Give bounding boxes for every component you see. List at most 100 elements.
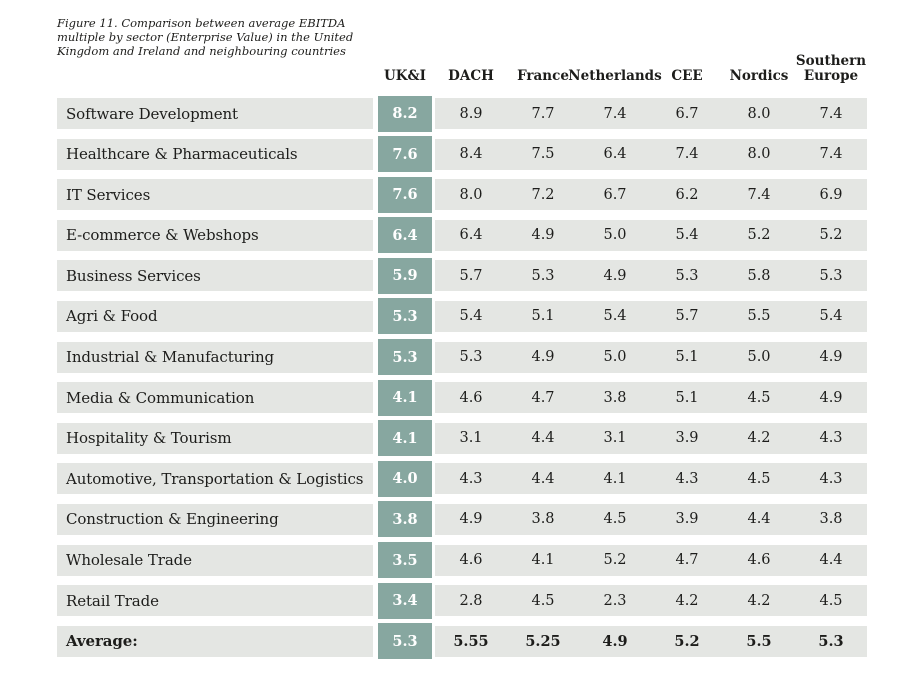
table-row: Agri & Food 5.3 5.4 5.1 5.4 5.7 5.5 5.4: [57, 298, 869, 335]
sector-label: Agri & Food: [57, 300, 373, 332]
value-cell: 4.4: [507, 422, 579, 454]
table-row: Software Development 8.2 8.9 7.7 7.4 6.7 8.0 7.…: [57, 95, 869, 132]
uki-highlight-value: 4.0: [378, 460, 432, 497]
column-header-netherlands: Netherlands: [568, 67, 662, 84]
value-cell: 7.4: [795, 98, 867, 129]
value-cell: 7.7: [507, 98, 579, 129]
value-cell: 7.4: [795, 138, 867, 170]
value-cell: 5.5: [723, 300, 795, 332]
sector-label: Software Development: [57, 98, 373, 129]
table-row: Healthcare & Pharmaceuticals 7.6 8.4 7.5 6.4…: [57, 136, 869, 173]
value-cell: 5.5: [723, 625, 795, 657]
sector-label: Hospitality & Tourism: [57, 422, 373, 454]
value-cell: 4.5: [723, 382, 795, 414]
value-cell: 5.0: [579, 341, 651, 373]
value-cell: 8.0: [723, 98, 795, 129]
uki-highlight-value: 5.3: [378, 298, 432, 335]
value-cell: 5.7: [435, 260, 507, 292]
sector-label: Wholesale Trade: [57, 544, 373, 576]
uki-highlight-value: 5.3: [378, 623, 432, 660]
value-cell: 4.2: [723, 585, 795, 617]
value-cell: 4.2: [723, 422, 795, 454]
value-cell: 5.2: [795, 219, 867, 251]
value-cell: 3.8: [507, 503, 579, 535]
sector-label: Construction & Engineering: [57, 503, 373, 535]
value-cell: 3.1: [579, 422, 651, 454]
value-cell: 6.4: [579, 138, 651, 170]
value-cell: 5.4: [795, 300, 867, 332]
value-cell: 5.3: [795, 260, 867, 292]
column-header-cee: CEE: [671, 67, 703, 84]
value-cell: 4.2: [651, 585, 723, 617]
table-row: Industrial & Manufacturing 5.3 5.3 4.9 5.0 5.…: [57, 339, 869, 376]
table-row: Construction & Engineering 3.8 4.9 3.8 4.5 3.…: [57, 501, 869, 538]
value-cell: 6.7: [651, 98, 723, 129]
value-cell: 5.25: [507, 625, 579, 657]
value-cell: 4.9: [795, 341, 867, 373]
table-header-row: UK&I DACH France Netherlands CEE Nordics South…: [0, 40, 917, 88]
value-cell: 4.7: [507, 382, 579, 414]
value-cell: 5.2: [651, 625, 723, 657]
value-cell: 4.9: [435, 503, 507, 535]
value-cell: 3.9: [651, 422, 723, 454]
value-cell: 5.2: [579, 544, 651, 576]
value-cell: 4.9: [795, 382, 867, 414]
uki-highlight-value: 4.1: [378, 420, 432, 457]
uki-highlight-value: 4.1: [378, 379, 432, 416]
value-cell: 2.3: [579, 585, 651, 617]
uki-highlight-value: 5.3: [378, 339, 432, 376]
value-cell: 5.55: [435, 625, 507, 657]
value-cell: 4.3: [795, 422, 867, 454]
value-cell: 3.8: [795, 503, 867, 535]
value-cell: 6.4: [435, 219, 507, 251]
value-cell: 4.9: [507, 219, 579, 251]
value-cell: 5.1: [507, 300, 579, 332]
value-cell: 4.5: [795, 585, 867, 617]
sector-label: E-commerce & Webshops: [57, 219, 373, 251]
value-cell: 5.2: [723, 219, 795, 251]
value-cell: 4.1: [579, 463, 651, 495]
value-cell: 5.3: [435, 341, 507, 373]
table-row: Wholesale Trade 3.5 4.6 4.1 5.2 4.7 4.6 4.4: [57, 542, 869, 579]
value-cell: 6.2: [651, 179, 723, 211]
column-header-france: France: [517, 67, 569, 84]
uki-highlight-value: 3.4: [378, 582, 432, 619]
uki-highlight-value: 6.4: [378, 217, 432, 254]
sector-label: Healthcare & Pharmaceuticals: [57, 138, 373, 170]
table-body: Software Development 8.2 8.9 7.7 7.4 6.7 8.0 7.…: [57, 95, 869, 666]
value-cell: 4.6: [435, 382, 507, 414]
value-cell: 5.4: [651, 219, 723, 251]
column-header-dach: DACH: [448, 67, 494, 84]
table-row: Business Services 5.9 5.7 5.3 4.9 5.3 5.8 5.3: [57, 257, 869, 294]
value-cell: 4.3: [435, 463, 507, 495]
value-cell: 4.7: [651, 544, 723, 576]
value-cell: 5.0: [579, 219, 651, 251]
sector-label: Average:: [57, 625, 373, 657]
value-cell: 4.3: [651, 463, 723, 495]
value-cell: 5.8: [723, 260, 795, 292]
average-row: Average: 5.3 5.55 5.25 4.9 5.2 5.5 5.3: [57, 623, 869, 660]
value-cell: 5.3: [507, 260, 579, 292]
uki-highlight-value: 7.6: [378, 136, 432, 173]
value-cell: 4.4: [795, 544, 867, 576]
value-cell: 4.6: [435, 544, 507, 576]
value-cell: 5.0: [723, 341, 795, 373]
uki-highlight-value: 3.5: [378, 542, 432, 579]
value-cell: 7.4: [579, 98, 651, 129]
value-cell: 4.9: [507, 341, 579, 373]
value-cell: 4.4: [723, 503, 795, 535]
table-row: IT Services 7.6 8.0 7.2 6.7 6.2 7.4 6.9: [57, 176, 869, 213]
value-cell: 5.3: [795, 625, 867, 657]
figure-caption: Figure 11. Comparison between average EB…: [57, 16, 354, 59]
value-cell: 5.7: [651, 300, 723, 332]
value-cell: 7.2: [507, 179, 579, 211]
value-cell: 7.5: [507, 138, 579, 170]
value-cell: 8.0: [723, 138, 795, 170]
value-cell: 3.8: [579, 382, 651, 414]
value-cell: 4.5: [579, 503, 651, 535]
table-row: Hospitality & Tourism 4.1 3.1 4.4 3.1 3.9 4.2 4…: [57, 420, 869, 457]
table-row: E-commerce & Webshops 6.4 6.4 4.9 5.0 5.4 5.2 5…: [57, 217, 869, 254]
value-cell: 5.4: [435, 300, 507, 332]
value-cell: 3.9: [651, 503, 723, 535]
